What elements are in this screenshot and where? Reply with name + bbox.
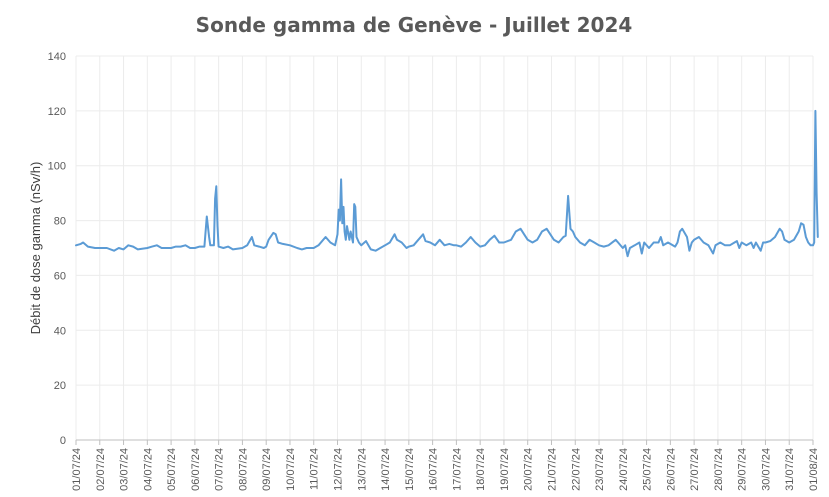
data-point: [313, 244, 315, 246]
x-tick-label: 08/07/24: [237, 448, 249, 491]
data-point: [670, 242, 672, 244]
y-tick-label: 100: [48, 161, 66, 173]
x-tick-label: 21/07/24: [546, 448, 558, 491]
x-tick-label: 18/07/24: [475, 448, 487, 491]
x-tick-label: 05/07/24: [166, 448, 178, 491]
series-layer: [75, 109, 819, 258]
data-point: [693, 244, 695, 246]
data-point: [598, 244, 600, 246]
x-tick-label: 29/07/24: [737, 448, 749, 491]
data-point: [289, 247, 291, 249]
x-tick-label: 24/07/24: [618, 448, 630, 491]
x-tick-label: 16/07/24: [428, 448, 440, 491]
data-point: [574, 244, 576, 246]
data-point: [503, 239, 505, 241]
x-tick-label: 15/07/24: [404, 448, 416, 491]
data-point: [456, 242, 458, 244]
x-tick-label: 13/07/24: [356, 448, 368, 491]
data-point: [147, 246, 149, 248]
x-tick-label: 27/07/24: [689, 448, 701, 491]
x-tick-label: 10/07/24: [285, 448, 297, 491]
data-point: [788, 239, 790, 241]
data-point: [99, 247, 101, 249]
data-point: [218, 247, 220, 249]
x-tick-label: 03/07/24: [119, 448, 131, 491]
x-tick-label: 11/07/24: [309, 448, 321, 490]
data-point: [717, 244, 719, 246]
series-line-0: [75, 109, 819, 258]
data-point: [741, 243, 743, 245]
x-tick-label: 17/07/24: [451, 448, 463, 491]
x-tick-label: 22/07/24: [570, 448, 582, 491]
x-tick-label: 02/07/24: [95, 448, 107, 491]
y-tick-label: 0: [60, 435, 66, 447]
data-point: [242, 246, 244, 248]
data-point: [551, 236, 553, 238]
data-point: [812, 239, 814, 241]
data-point: [75, 244, 77, 246]
x-tick-label: 31/07/24: [784, 448, 796, 491]
x-tick-label: 25/07/24: [642, 448, 654, 491]
x-tick-label: 30/07/24: [760, 448, 772, 491]
data-point: [123, 247, 125, 249]
y-tick-label: 140: [48, 51, 66, 63]
x-tick-label: 01/07/24: [71, 448, 83, 491]
data-point: [432, 244, 434, 246]
data-point: [646, 244, 648, 246]
x-tick-label: 09/07/24: [261, 448, 273, 491]
x-tick-label: 07/07/24: [214, 448, 226, 491]
x-tick-label: 06/07/24: [190, 448, 202, 491]
data-point: [170, 246, 172, 248]
data-point: [765, 242, 767, 244]
y-tick-label: 40: [54, 325, 66, 337]
x-tick-label: 23/07/24: [594, 448, 606, 491]
y-tick-labels: 0 20 40 60 80 100 120 140: [48, 51, 66, 447]
y-axis-label: Débit de dose gamma (nSv/h): [28, 162, 43, 335]
gridlines: [75, 55, 814, 440]
data-point: [527, 242, 529, 244]
data-point: [194, 246, 196, 248]
data-point: [479, 244, 481, 246]
x-tick-label: 26/07/24: [665, 448, 677, 491]
y-tick-label: 60: [54, 270, 66, 282]
data-point: [408, 242, 410, 244]
data-point: [622, 247, 624, 249]
x-tick-label: 01/08/24: [808, 448, 820, 491]
data-point: [265, 239, 267, 241]
data-point: [337, 236, 339, 238]
x-tick-labels: 01/07/24 02/07/24 03/07/24 04/07/24 05/07/24…: [71, 448, 820, 491]
y-tick-label: 80: [54, 216, 66, 228]
x-tick-label: 28/07/24: [713, 448, 725, 491]
y-tick-label: 120: [48, 106, 66, 118]
axes: [75, 439, 814, 445]
x-tick-label: 12/07/24: [333, 448, 345, 491]
chart-title: Sonde gamma de Genève - Juillet 2024: [196, 13, 633, 37]
x-tick-label: 14/07/24: [380, 448, 392, 491]
y-tick-label: 20: [54, 380, 66, 392]
x-tick-label: 04/07/24: [142, 448, 154, 491]
data-point: [384, 247, 386, 249]
data-point: [360, 242, 362, 244]
x-tick-label: 20/07/24: [523, 448, 535, 491]
x-tick-label: 19/07/24: [499, 448, 511, 491]
